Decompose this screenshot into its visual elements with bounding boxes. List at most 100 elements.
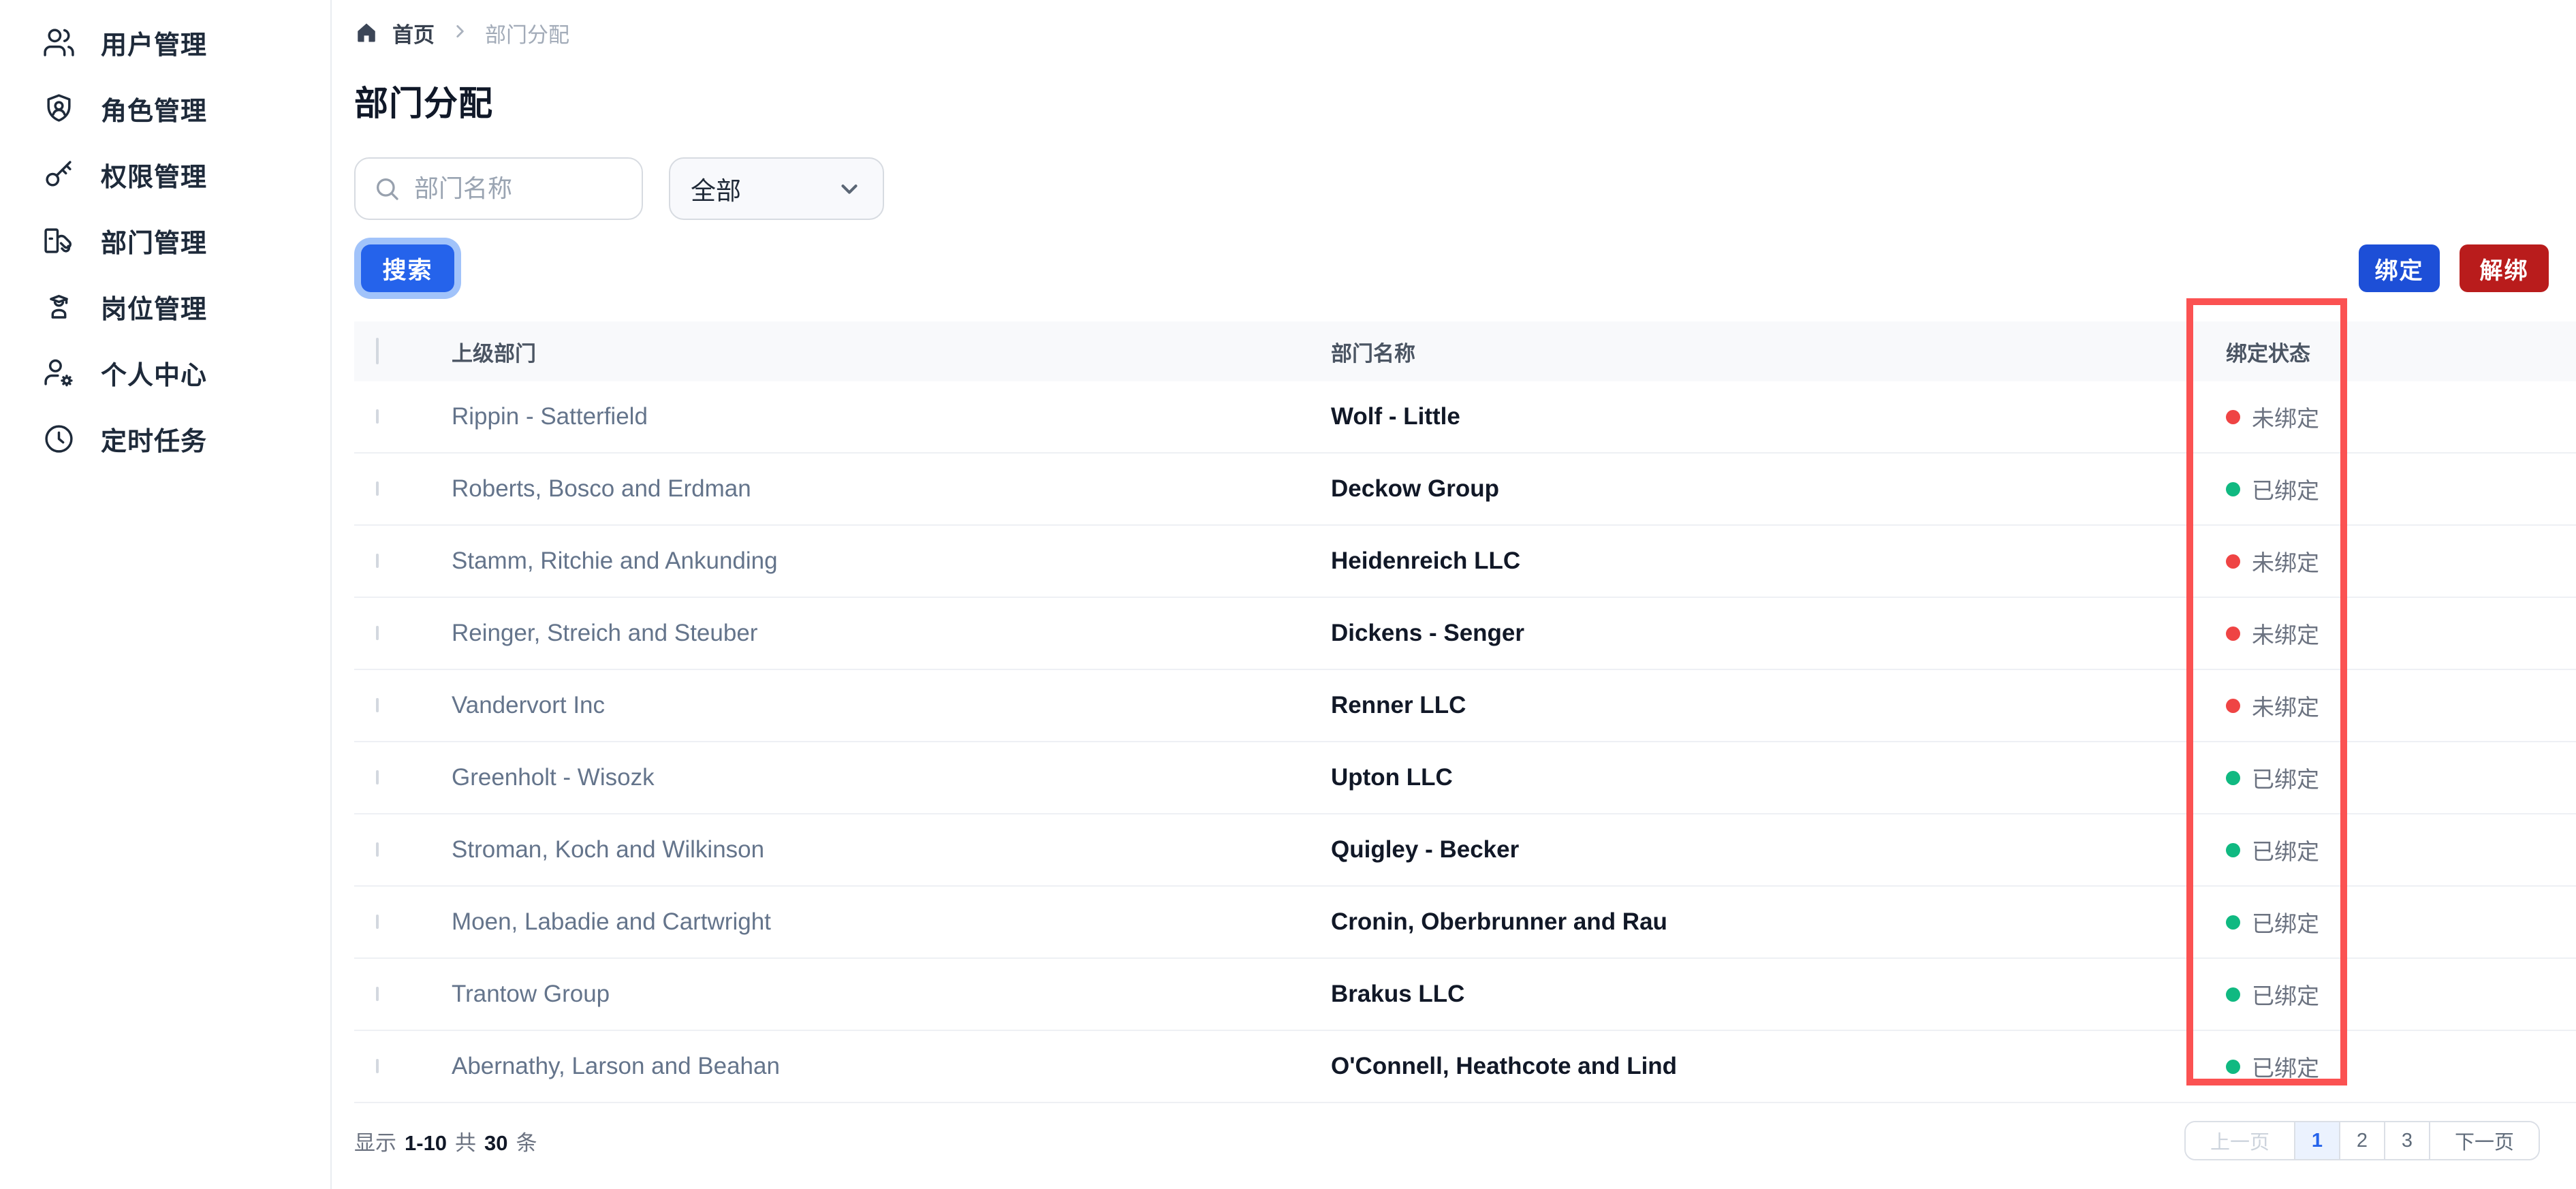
prev-page-button[interactable]: 上一页 [2185,1122,2294,1159]
status-label: 已绑定 [2252,983,2319,1009]
filter-bar: 全部 [354,157,2549,220]
parent-department-cell: Roberts, Bosco and Erdman [452,475,751,502]
page-button-1[interactable]: 1 [2293,1122,2339,1159]
row-checkbox[interactable] [376,554,379,568]
sidebar-item-role-management[interactable]: 角色管理 [0,76,330,142]
table-row: Reinger, Streich and Steuber Dickens - S… [354,598,2576,670]
table-row: Stroman, Koch and Wilkinson Quigley - Be… [354,814,2576,887]
status-label: 已绑定 [2252,839,2319,864]
pagination: 上一页 1 2 3 下一页 [2184,1121,2540,1160]
table-row: Moen, Labadie and Cartwright Cronin, Obe… [354,887,2576,959]
chevron-down-icon [841,184,858,194]
users-icon [44,29,74,57]
pagination-summary: 显示 1-10 共 30 条 [354,1126,537,1156]
row-checkbox[interactable] [376,1059,379,1073]
sidebar-item-personal-center[interactable]: 个人中心 [0,340,330,406]
parent-department-cell: Rippin - Satterfield [452,403,648,430]
department-name-input[interactable] [414,174,624,203]
department-name-cell: Wolf - Little [1331,403,1460,430]
table-row: Vandervort Inc Renner LLC 未绑定 [354,670,2576,742]
search-icon [377,178,398,200]
shield-user-icon [47,94,71,122]
status-label: 未绑定 [2252,695,2319,720]
sidebar-item-scheduled-tasks[interactable]: 定时任务 [0,406,330,472]
chevron-right-icon [451,22,469,44]
sidebar-item-label: 用户管理 [101,31,208,60]
row-checkbox[interactable] [376,626,379,640]
action-buttons: 绑定 解绑 [2359,244,2549,292]
sidebar-item-label: 权限管理 [101,163,208,192]
row-checkbox[interactable] [376,770,379,784]
status-dot [2226,409,2240,424]
row-checkbox[interactable] [376,481,379,496]
table-footer: 显示 1-10 共 30 条 上一页 1 2 3 下一页 [354,1121,2549,1160]
status-dot [2226,842,2240,857]
parent-department-cell: Vandervort Inc [452,692,606,718]
sidebar-item-label: 角色管理 [101,97,208,126]
department-name-cell: O'Connell, Heathcote and Lind [1331,1053,1678,1079]
bind-button[interactable]: 绑定 [2359,244,2440,292]
table-row: Stamm, Ritchie and Ankunding Heidenreich… [354,526,2576,598]
status-label: 已绑定 [2252,767,2319,792]
row-checkbox[interactable] [376,698,379,712]
search-button[interactable]: 搜索 [361,244,454,292]
header-department-name: 部门名称 [1331,341,1415,366]
department-name-cell: Dickens - Senger [1331,620,1524,646]
row-checkbox[interactable] [376,915,379,929]
toolbar: 搜索 绑定 解绑 [354,244,2549,292]
sidebar-item-department-management[interactable]: 部门管理 [0,208,330,274]
sidebar-item-label: 岗位管理 [101,296,208,324]
parent-department-cell: Stroman, Koch and Wilkinson [452,836,765,863]
row-checkbox[interactable] [376,842,379,857]
department-name-cell: Cronin, Oberbrunner and Rau [1331,908,1667,935]
status-dot [2226,915,2240,930]
department-name-cell: Brakus LLC [1331,981,1465,1007]
clock-icon [45,425,73,453]
status-dot [2226,1059,2240,1074]
status-dot [2226,481,2240,496]
sidebar-item-user-management[interactable]: 用户管理 [0,10,330,76]
status-filter-value: 全部 [691,177,741,205]
sidebar-item-label: 个人中心 [101,362,208,390]
table-row: Trantow Group Brakus LLC 已绑定 [354,959,2576,1031]
sidebar-item-permission-management[interactable]: 权限管理 [0,142,330,208]
table-row: Rippin - Satterfield Wolf - Little 未绑定 [354,381,2576,454]
status-dot [2226,698,2240,713]
page-button-2[interactable]: 2 [2338,1122,2384,1159]
breadcrumb-home-link[interactable]: 首页 [354,18,435,48]
summary-of: 共 [455,1130,477,1155]
summary-range: 1-10 [405,1130,447,1155]
parent-department-cell: Abernathy, Larson and Beahan [452,1053,780,1079]
department-name-cell: Heidenreich LLC [1331,548,1521,574]
sidebar: 用户管理 角色管理 权限管理 部门管理 岗位管理 [0,0,332,1189]
department-name-cell: Renner LLC [1331,692,1466,718]
status-dot [2226,554,2240,569]
status-filter-select[interactable]: 全部 [669,157,884,220]
status-label: 已绑定 [2252,478,2319,503]
row-checkbox[interactable] [376,987,379,1001]
status-dot [2226,626,2240,641]
parent-department-cell: Moen, Labadie and Cartwright [452,908,771,935]
sidebar-item-label: 部门管理 [101,229,208,258]
sidebar-item-position-management[interactable]: 岗位管理 [0,274,330,340]
table-row: Greenholt - Wisozk Upton LLC 已绑定 [354,742,2576,814]
row-checkbox[interactable] [376,409,379,424]
user-gear-icon [44,359,73,387]
status-dot [2226,770,2240,785]
summary-total: 30 [484,1130,508,1155]
department-name-search-box [354,157,643,220]
table-header-row: 上级部门 部门名称 绑定状态 [354,321,2576,381]
summary-showing: 显示 [354,1130,396,1155]
next-page-button[interactable]: 下一页 [2428,1122,2539,1159]
status-label: 未绑定 [2252,622,2319,648]
key-icon [46,161,72,187]
header-parent-department: 上级部门 [452,341,536,366]
status-label: 未绑定 [2252,406,2319,431]
page-button-3[interactable]: 3 [2383,1122,2429,1159]
sidebar-item-label: 定时任务 [101,428,208,456]
select-all-checkbox[interactable] [376,338,379,364]
unbind-button[interactable]: 解绑 [2460,244,2549,292]
department-icon [44,228,72,253]
status-dot [2226,987,2240,1002]
main-content: 首页 部门分配 部门分配 全部 搜索 绑定 解绑 上级部门 部门名称 [333,0,2576,1189]
